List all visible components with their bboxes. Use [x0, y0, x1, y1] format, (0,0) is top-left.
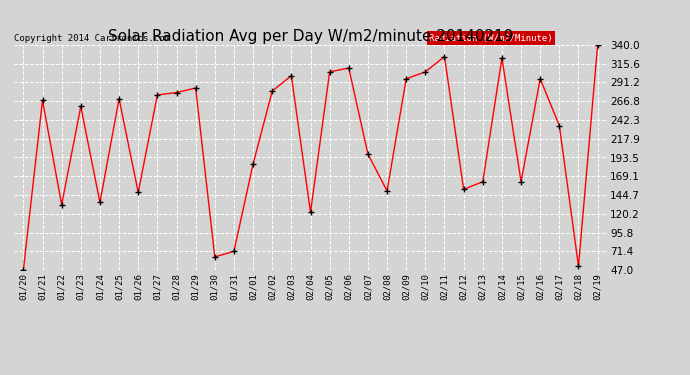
Text: Radiation (W/m2/Minute): Radiation (W/m2/Minute)	[429, 34, 553, 43]
Title: Solar Radiation Avg per Day W/m2/minute 20140219: Solar Radiation Avg per Day W/m2/minute …	[108, 29, 513, 44]
Text: Copyright 2014 Cartronics.com: Copyright 2014 Cartronics.com	[14, 34, 170, 43]
